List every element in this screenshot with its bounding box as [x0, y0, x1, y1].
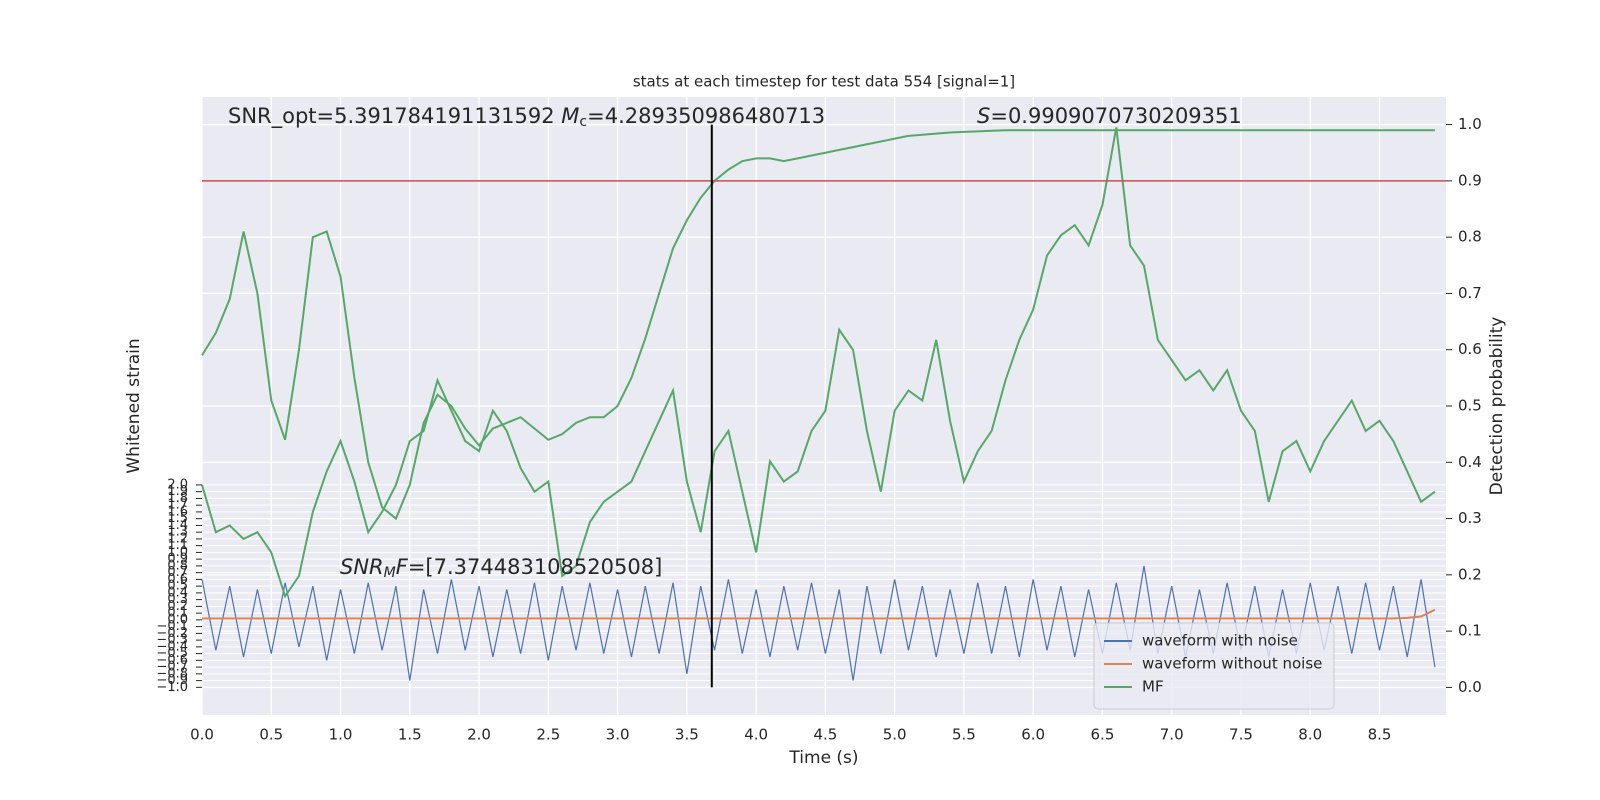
legend-label: MF	[1142, 678, 1164, 696]
y2-tick-label: 0.5	[1458, 397, 1482, 415]
x-tick-label: 2.5	[536, 726, 560, 744]
annotation-text: SNR	[340, 555, 384, 579]
y2-tick-label: 0.2	[1458, 565, 1482, 583]
y-tick-label: 1.4	[167, 518, 188, 533]
y-tick-label: −0.9	[156, 673, 188, 688]
y-tick-label: 0.4	[167, 585, 188, 600]
y2-tick-label: 1.0	[1458, 115, 1482, 133]
annotation-text: F	[396, 555, 409, 579]
x-tick-label: 4.0	[744, 726, 768, 744]
series-line	[201, 127, 1436, 599]
y2-tick-label: 0.8	[1458, 228, 1482, 246]
annotation-text: SNR_opt=5.391784191131592	[228, 104, 555, 129]
x-tick-label: 4.5	[813, 726, 837, 744]
annotation-text: M	[561, 104, 579, 128]
y2-tick-label: 0.6	[1458, 340, 1482, 358]
x-tick-label: 7.0	[1160, 726, 1184, 744]
x-tick-label: 2.0	[467, 726, 491, 744]
y2-tick-label: 0.3	[1458, 509, 1482, 527]
annotation-text: S	[977, 104, 990, 128]
y-tick-label: 1.7	[167, 498, 188, 513]
y2-tick-label: 0.1	[1458, 622, 1482, 640]
x-tick-label: 1.0	[329, 726, 353, 744]
annotation-text: =0.9909070730209351	[990, 104, 1241, 128]
x-tick-label: 5.0	[883, 726, 907, 744]
y-tick-label: 0.1	[167, 606, 188, 621]
y-tick-label: −0.8	[156, 666, 188, 681]
y2-tick-label: 0.9	[1458, 171, 1482, 189]
y-tick-label: 1.1	[167, 538, 188, 553]
x-tick-label: 0.0	[190, 726, 214, 744]
annotation-text: =4.289350986480713	[587, 104, 825, 128]
annotation: SNR_opt=5.391784191131592 Mc=4.289350986…	[228, 104, 825, 130]
y2-tick-label: 0.4	[1458, 453, 1482, 471]
x-tick-label: 6.5	[1091, 726, 1115, 744]
x-tick-label: 3.0	[606, 726, 630, 744]
chart-title: stats at each timestep for test data 554…	[633, 73, 1015, 91]
y-tick-label: 1.3	[167, 525, 188, 540]
legend-box	[1093, 622, 1335, 710]
y-tick-label: −0.5	[156, 646, 188, 661]
y-tick-label: 1.6	[167, 504, 188, 519]
series-line	[202, 608, 1436, 620]
legend-label: waveform with noise	[1142, 632, 1298, 650]
y-tick-label: 0.7	[167, 565, 188, 580]
y-tick-label: −0.1	[156, 619, 188, 634]
x-tick-label: 8.5	[1368, 726, 1392, 744]
y2-tick-label: 0.7	[1458, 284, 1482, 302]
y-tick-label: −0.2	[156, 626, 188, 641]
x-tick-label: 8.0	[1298, 726, 1322, 744]
x-tick-label: 5.5	[952, 726, 976, 744]
annotation: SNRMF=[7.374483108520508]	[340, 555, 662, 581]
y-tick-label: 0.3	[167, 592, 188, 607]
y-tick-label: 0.8	[167, 558, 188, 573]
y-tick-label: −1.0	[156, 680, 188, 695]
y-tick-label: −0.3	[156, 633, 188, 648]
legend-label: waveform without noise	[1142, 655, 1322, 673]
y-tick-label: 0.9	[167, 552, 188, 567]
y2-tick-label: 0.0	[1458, 678, 1482, 696]
y-tick-label: 0.5	[167, 579, 188, 594]
x-tick-label: 7.5	[1229, 726, 1253, 744]
annotation: S=0.9909070730209351	[977, 104, 1242, 128]
y-tick-label: 1.0	[167, 545, 188, 560]
y-tick-label: −0.4	[156, 639, 188, 654]
x-tick-label: 6.0	[1021, 726, 1045, 744]
x-tick-label: 3.5	[675, 726, 699, 744]
y-tick-label: 1.8	[167, 491, 188, 506]
series-line	[201, 129, 1435, 521]
annotation-text: M	[384, 565, 396, 581]
y2-axis-label: Detection probability	[1487, 317, 1507, 496]
y-tick-label: 0.2	[167, 599, 188, 614]
y-tick-label: 0.6	[167, 572, 188, 587]
x-axis-label: Time (s)	[788, 748, 858, 768]
y-tick-label: −0.6	[156, 653, 188, 668]
x-tick-label: 1.5	[398, 726, 422, 744]
y-tick-label: 1.2	[167, 531, 188, 546]
y-axis-label: Whitened strain	[124, 338, 144, 473]
y-tick-label: 0.0	[167, 612, 188, 627]
y-tick-label: 2.0	[167, 477, 188, 492]
annotation-text: c	[579, 114, 587, 130]
y-tick-label: 1.5	[167, 511, 188, 526]
y-tick-label: 1.9	[167, 484, 188, 499]
annotation-text: =[7.374483108520508]	[408, 555, 662, 579]
y-tick-label: −0.7	[156, 660, 188, 675]
x-tick-label: 0.5	[259, 726, 283, 744]
